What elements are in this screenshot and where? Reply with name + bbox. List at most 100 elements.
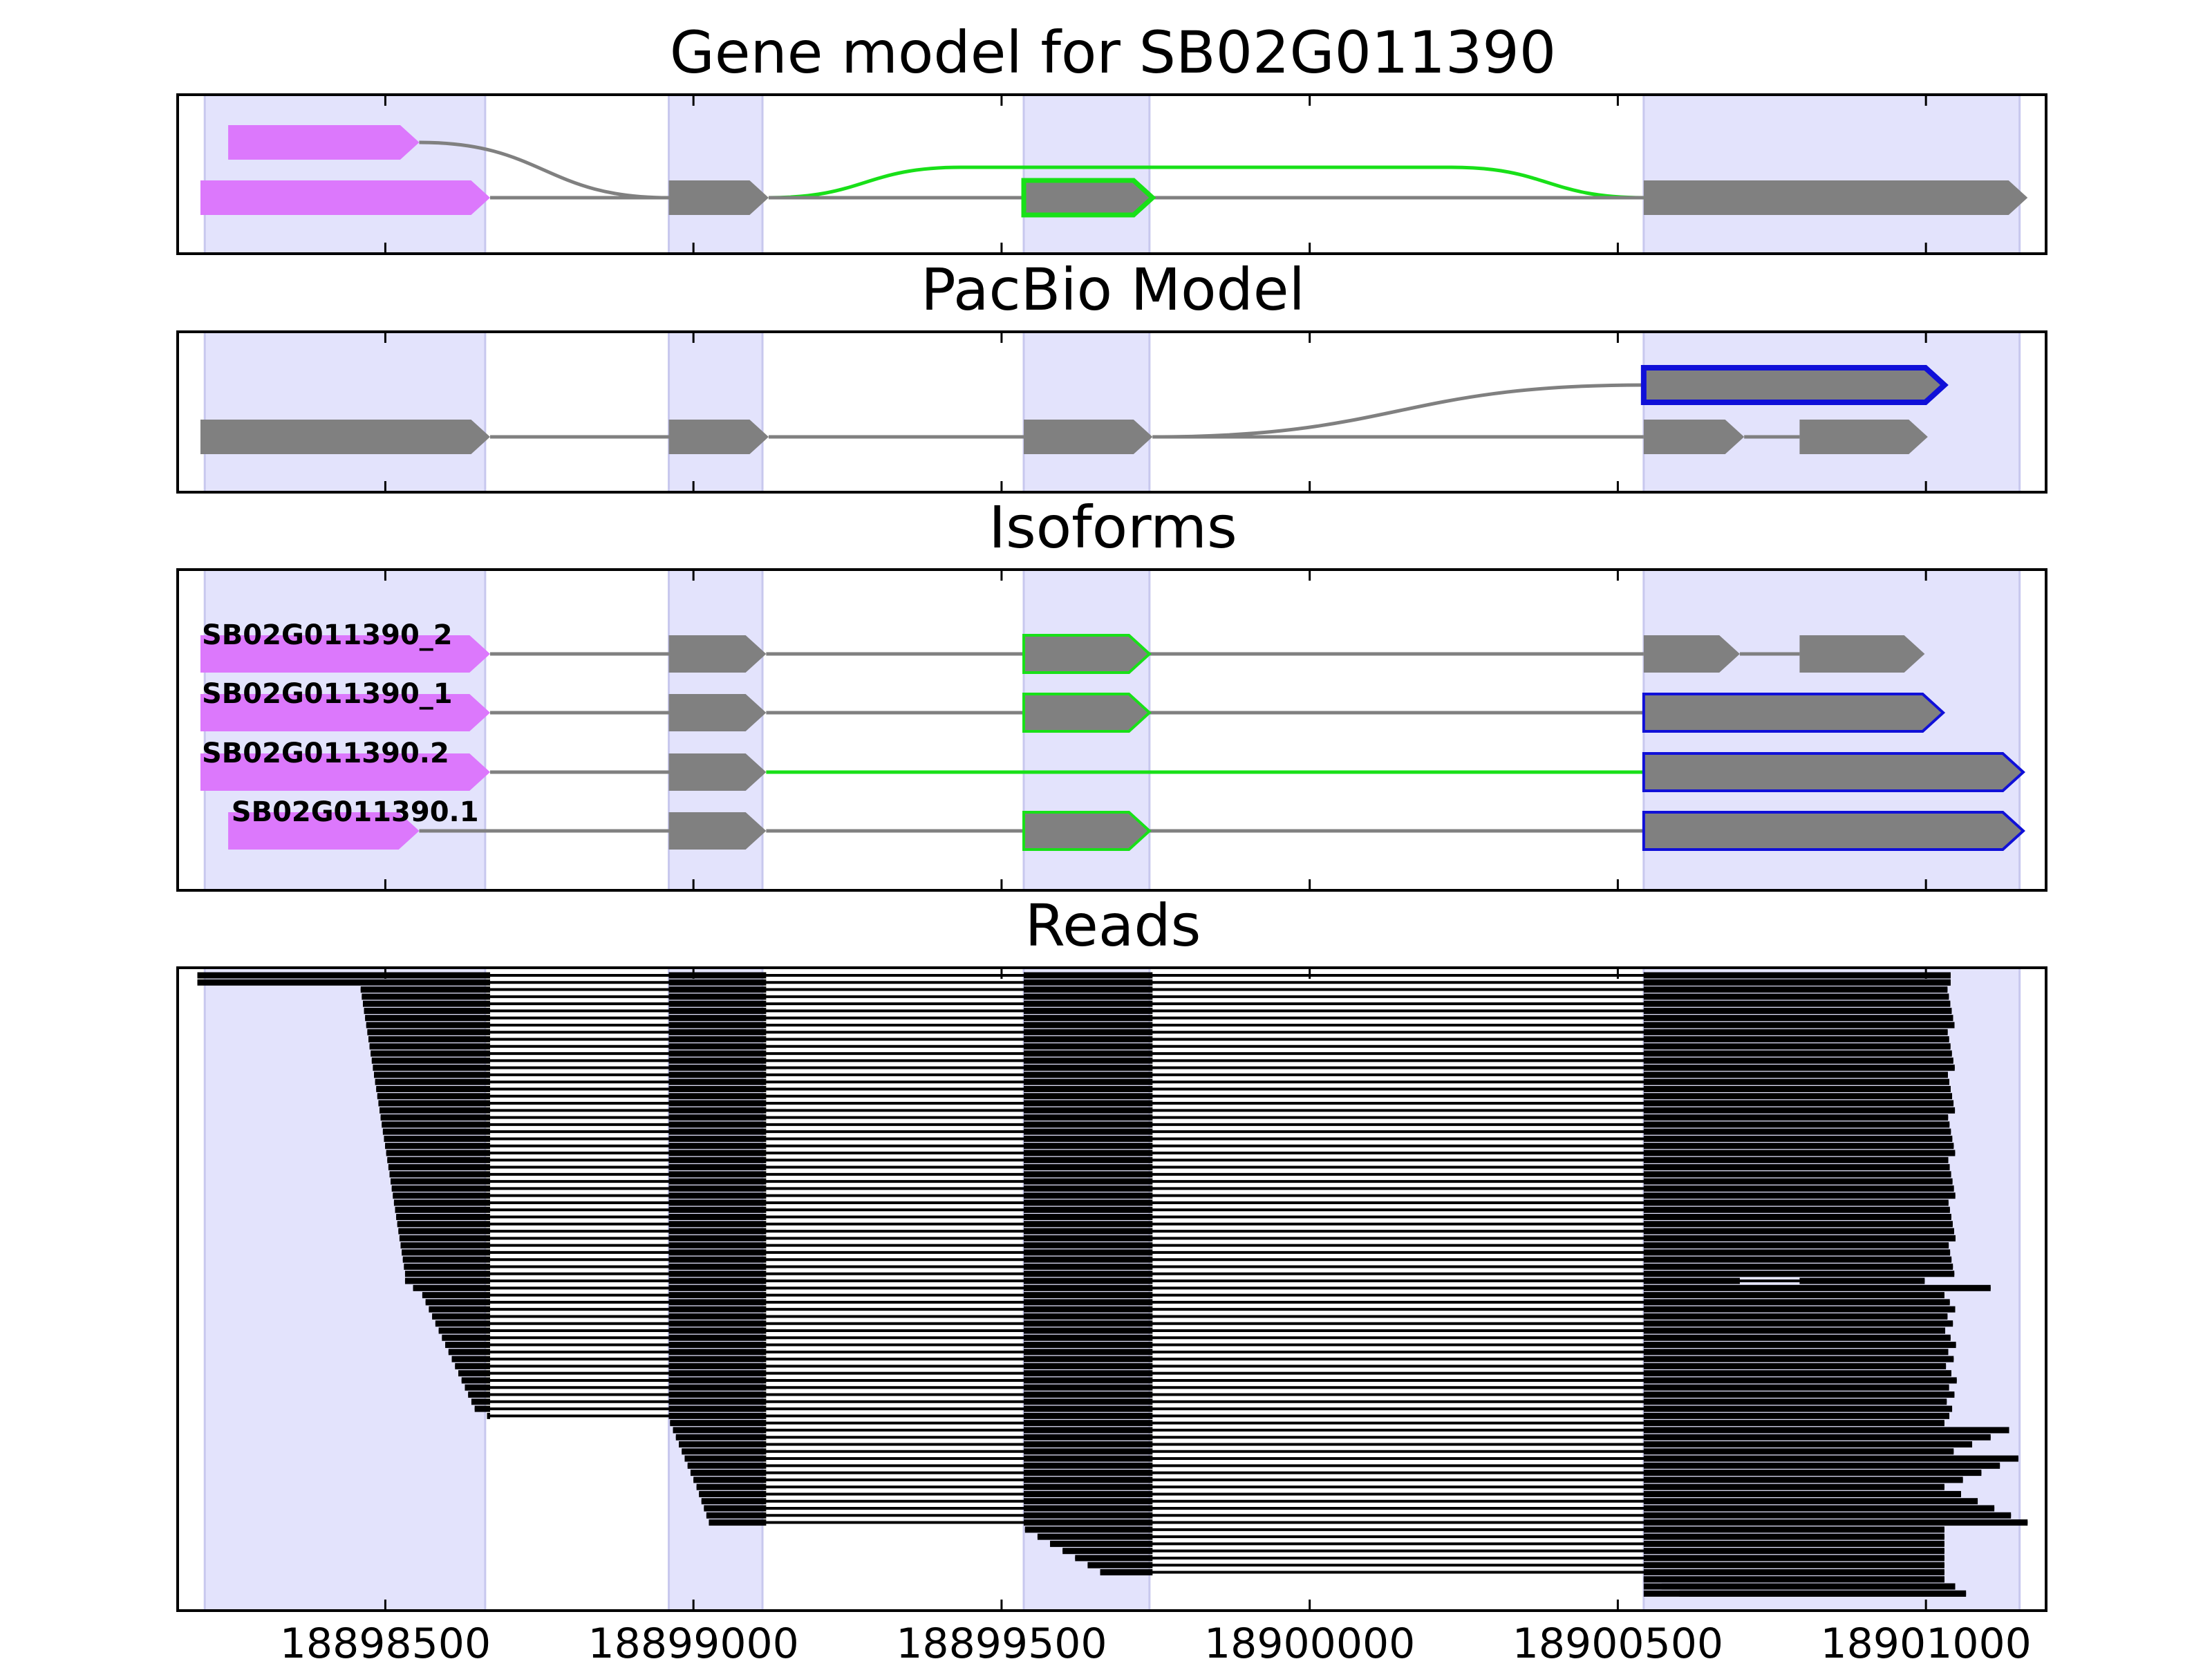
read-block	[668, 1085, 767, 1092]
read-block	[673, 1427, 767, 1434]
read-block	[1024, 1362, 1153, 1369]
read-block	[668, 1100, 767, 1107]
read-block	[1643, 1015, 1953, 1022]
read-block	[197, 979, 490, 986]
read-block	[448, 1349, 490, 1356]
exon-block	[1642, 752, 2025, 792]
read-block	[682, 1448, 767, 1455]
read-block	[668, 1405, 767, 1412]
read-block	[1643, 1548, 1944, 1555]
read-block	[668, 1334, 767, 1341]
read-block	[1024, 1036, 1153, 1043]
read-block	[1024, 1427, 1153, 1434]
read-block	[1024, 1377, 1153, 1384]
read-block	[1024, 1462, 1153, 1469]
read-block	[1643, 1284, 1991, 1291]
read-block	[668, 1185, 767, 1192]
x-tick-label-5: 18900500	[1512, 1620, 1723, 1659]
read-block	[379, 1107, 490, 1114]
read-block	[668, 1043, 767, 1050]
read-block	[445, 1342, 490, 1349]
read-block	[668, 1398, 767, 1405]
read-block	[1643, 1093, 1953, 1100]
exon-band-1	[203, 93, 487, 255]
read-block	[1643, 1242, 1949, 1249]
read-block	[668, 1171, 767, 1178]
read-block	[1024, 1029, 1153, 1035]
read-block	[668, 1391, 767, 1398]
gene-model-frame	[176, 93, 2047, 255]
read-block	[668, 1199, 767, 1206]
read-block	[1643, 979, 1951, 986]
read-block	[438, 1327, 490, 1334]
read-block	[1643, 1114, 1949, 1121]
read-block	[668, 1356, 767, 1362]
splice-connector	[1152, 383, 1644, 439]
read-block	[1024, 1455, 1153, 1462]
read-block	[1643, 1583, 1956, 1590]
read-block	[1643, 1299, 1950, 1306]
read-block	[1024, 1178, 1153, 1185]
read-block	[1643, 1078, 1949, 1085]
read-block	[668, 1263, 767, 1270]
read-block	[1643, 972, 1951, 979]
read-block	[1024, 1284, 1153, 1291]
read-block	[701, 1498, 767, 1505]
x-axis-tick-marks	[384, 95, 1927, 1611]
read-block	[668, 1370, 767, 1377]
read-block	[1643, 1007, 1952, 1014]
read-block	[668, 993, 767, 1000]
read-block	[465, 1384, 490, 1391]
read-block	[1024, 1214, 1153, 1221]
read-block	[360, 986, 490, 993]
read-block	[1643, 1370, 1951, 1377]
reads-frame	[176, 966, 2047, 1612]
reads-title: Reads	[1025, 892, 1201, 959]
read-block	[1024, 1356, 1153, 1362]
read-block	[1643, 1192, 1956, 1199]
read-block	[1643, 1178, 1953, 1185]
read-block	[1643, 1256, 1952, 1263]
isoforms-frame	[176, 568, 2047, 892]
exon-block	[668, 635, 767, 673]
read-block	[1643, 1455, 2018, 1462]
read-block	[1643, 1562, 1944, 1568]
read-block	[366, 1022, 490, 1029]
x-tick-label-6: 18901000	[1820, 1620, 2031, 1659]
read-block	[402, 1249, 490, 1256]
read-block	[1024, 1192, 1153, 1199]
exon-block	[668, 180, 769, 215]
read-block	[1024, 1128, 1153, 1135]
read-block	[1643, 1022, 1955, 1029]
read-block	[1643, 1505, 1995, 1512]
x-axis: 18898500 18899000 18899500 18900000 1890…	[280, 95, 2032, 1659]
read-block	[1024, 1150, 1153, 1156]
read-block	[389, 1171, 490, 1178]
read-block	[1024, 1405, 1153, 1412]
read-block	[385, 1143, 490, 1150]
read-block	[1024, 1199, 1153, 1206]
read-block	[1643, 1441, 1973, 1447]
isoforms-features	[200, 634, 2025, 851]
read-block	[384, 1135, 490, 1142]
read-block	[404, 1277, 490, 1284]
read-block	[668, 1000, 767, 1007]
read-block	[455, 1362, 490, 1369]
read-block	[668, 1342, 767, 1349]
read-block	[375, 1078, 490, 1085]
reads-features	[197, 972, 2028, 1597]
read-block	[1024, 1384, 1153, 1391]
read-block	[1643, 1121, 1950, 1128]
read-block	[393, 1199, 490, 1206]
read-block	[1643, 1199, 1949, 1206]
read-block	[1024, 1022, 1153, 1029]
read-block	[1643, 1228, 1954, 1235]
read-block	[668, 1306, 767, 1313]
read-block	[425, 1299, 490, 1306]
read-block	[1643, 1135, 1953, 1142]
panel-gene-model: Gene model for SB02G011390	[176, 19, 2047, 255]
read-block	[668, 1007, 767, 1014]
read-block	[374, 1071, 490, 1078]
read-block	[668, 1128, 767, 1135]
read-block	[404, 1271, 490, 1277]
